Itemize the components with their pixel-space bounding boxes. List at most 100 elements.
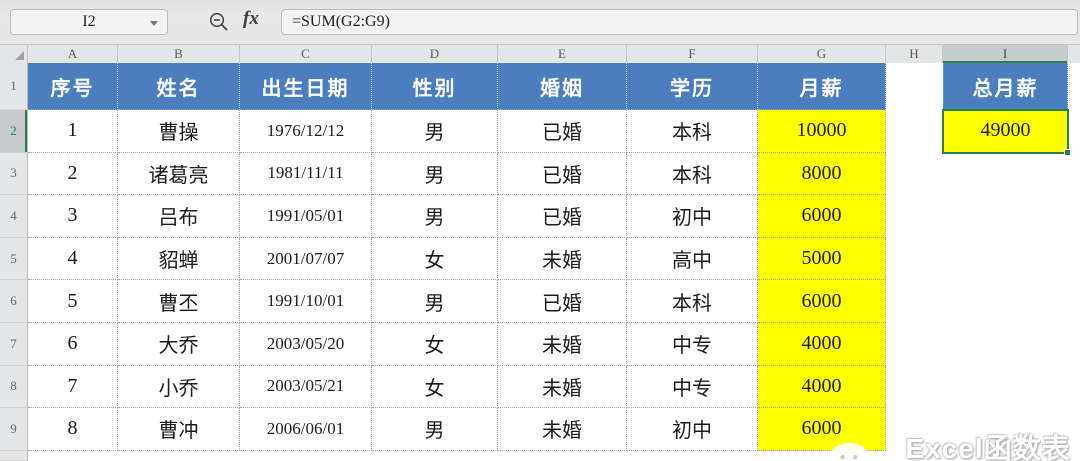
cell-B8[interactable]: 小乔: [118, 365, 240, 409]
cell-F2[interactable]: 本科: [627, 110, 758, 153]
cell-E3[interactable]: 已婚: [498, 152, 627, 196]
row-header-9[interactable]: 9: [0, 408, 28, 451]
cell-E6[interactable]: 已婚: [498, 280, 627, 323]
column-header-F[interactable]: F: [627, 45, 758, 63]
cell-H3[interactable]: [886, 152, 943, 196]
column-header-D[interactable]: D: [372, 45, 498, 63]
row-header-1[interactable]: 1: [0, 63, 28, 110]
name-box[interactable]: I2: [10, 9, 168, 35]
cell-I9[interactable]: [943, 408, 1068, 451]
cell-I5[interactable]: [943, 237, 1068, 281]
cell-H5[interactable]: [886, 237, 943, 281]
cell-E4[interactable]: 已婚: [498, 195, 627, 238]
cell-A3[interactable]: 2: [28, 152, 118, 196]
cell-F3[interactable]: 本科: [627, 152, 758, 196]
cell-E8[interactable]: 未婚: [498, 365, 627, 409]
cell-G2[interactable]: 10000: [758, 110, 886, 153]
cell-C8[interactable]: 2003/05/21: [240, 365, 372, 409]
cell-H7[interactable]: [886, 322, 943, 366]
cell-D2[interactable]: 男: [372, 110, 498, 153]
cell-E2[interactable]: 已婚: [498, 110, 627, 153]
fx-icon[interactable]: fx: [243, 8, 259, 29]
cell-H9[interactable]: [886, 408, 943, 451]
row-header-7[interactable]: 7: [0, 322, 28, 366]
cell-F9[interactable]: 初中: [627, 408, 758, 451]
cell-B6[interactable]: 曹丕: [118, 280, 240, 323]
row-header-4[interactable]: 4: [0, 195, 28, 238]
cell-D5[interactable]: 女: [372, 237, 498, 281]
cell-I1[interactable]: 总月薪: [943, 63, 1068, 110]
cell-A9[interactable]: 8: [28, 408, 118, 451]
row-header-10[interactable]: [0, 450, 28, 461]
cell-G9[interactable]: 6000: [758, 408, 886, 451]
cell-E7[interactable]: 未婚: [498, 322, 627, 366]
cell-D7[interactable]: 女: [372, 322, 498, 366]
cell-C9[interactable]: 2006/06/01: [240, 408, 372, 451]
chevron-down-icon[interactable]: [150, 21, 158, 26]
cell-F8[interactable]: 中专: [627, 365, 758, 409]
row-header-6[interactable]: 6: [0, 280, 28, 323]
cell-A2[interactable]: 1: [28, 110, 118, 153]
cell-G6[interactable]: 6000: [758, 280, 886, 323]
row-header-2[interactable]: 2: [0, 110, 28, 153]
cell-C3[interactable]: 1981/11/11: [240, 152, 372, 196]
cell-B9[interactable]: 曹冲: [118, 408, 240, 451]
cell-D8[interactable]: 女: [372, 365, 498, 409]
cell-H6[interactable]: [886, 280, 943, 323]
row-header-5[interactable]: 5: [0, 237, 28, 281]
cell-C4[interactable]: 1991/05/01: [240, 195, 372, 238]
cell-A6[interactable]: 5: [28, 280, 118, 323]
cell-I6[interactable]: [943, 280, 1068, 323]
cell-C1[interactable]: 出生日期: [240, 63, 372, 110]
cell-H1[interactable]: [886, 63, 943, 110]
cell-E1[interactable]: 婚姻: [498, 63, 627, 110]
column-header-E[interactable]: E: [498, 45, 627, 63]
cell-D1[interactable]: 性别: [372, 63, 498, 110]
cell-F5[interactable]: 高中: [627, 237, 758, 281]
cell-I8[interactable]: [943, 365, 1068, 409]
cell-B7[interactable]: 大乔: [118, 322, 240, 366]
cell-I7[interactable]: [943, 322, 1068, 366]
cell-E5[interactable]: 未婚: [498, 237, 627, 281]
column-header-H[interactable]: H: [886, 45, 943, 63]
cell-H2[interactable]: [886, 110, 943, 153]
cell-A7[interactable]: 6: [28, 322, 118, 366]
fill-handle[interactable]: [1064, 149, 1071, 156]
cell-A1[interactable]: 序号: [28, 63, 118, 110]
column-header-G[interactable]: G: [758, 45, 886, 63]
cell-C2[interactable]: 1976/12/12: [240, 110, 372, 153]
cell-C7[interactable]: 2003/05/20: [240, 322, 372, 366]
cell-B2[interactable]: 曹操: [118, 110, 240, 153]
cell-B4[interactable]: 吕布: [118, 195, 240, 238]
cell-F4[interactable]: 初中: [627, 195, 758, 238]
cell-I4[interactable]: [943, 195, 1068, 238]
cell-E9[interactable]: 未婚: [498, 408, 627, 451]
cell-D9[interactable]: 男: [372, 408, 498, 451]
cell-B3[interactable]: 诸葛亮: [118, 152, 240, 196]
cell-C6[interactable]: 1991/10/01: [240, 280, 372, 323]
cell-H4[interactable]: [886, 195, 943, 238]
cell-G8[interactable]: 4000: [758, 365, 886, 409]
cell-G7[interactable]: 4000: [758, 322, 886, 366]
cell-A8[interactable]: 7: [28, 365, 118, 409]
select-all-corner[interactable]: [0, 45, 28, 63]
cell-I2[interactable]: 49000: [943, 110, 1068, 153]
cell-blank[interactable]: [28, 450, 1080, 461]
cell-G3[interactable]: 8000: [758, 152, 886, 196]
cell-D4[interactable]: 男: [372, 195, 498, 238]
cell-I3[interactable]: [943, 152, 1068, 196]
magnifier-icon[interactable]: [208, 11, 230, 33]
column-header-C[interactable]: C: [240, 45, 372, 63]
cell-B1[interactable]: 姓名: [118, 63, 240, 110]
cell-G5[interactable]: 5000: [758, 237, 886, 281]
cell-B5[interactable]: 貂蝉: [118, 237, 240, 281]
cell-A4[interactable]: 3: [28, 195, 118, 238]
cell-C5[interactable]: 2001/07/07: [240, 237, 372, 281]
cell-D6[interactable]: 男: [372, 280, 498, 323]
column-header-A[interactable]: A: [28, 45, 118, 63]
column-header-I[interactable]: I: [943, 45, 1068, 63]
cell-F7[interactable]: 中专: [627, 322, 758, 366]
column-header-B[interactable]: B: [118, 45, 240, 63]
formula-input[interactable]: =SUM(G2:G9): [281, 9, 1078, 35]
cell-G1[interactable]: 月薪: [758, 63, 886, 110]
